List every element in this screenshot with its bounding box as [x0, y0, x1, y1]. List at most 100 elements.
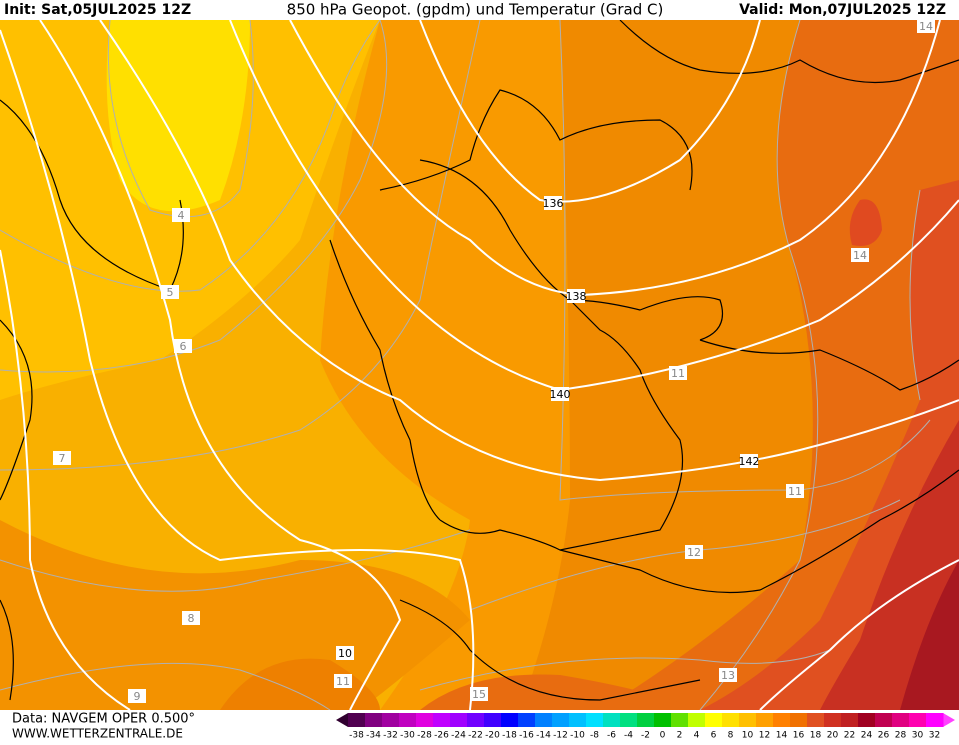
scale-swatch [416, 713, 434, 727]
temperature-label: 11 [336, 675, 350, 688]
data-source: Data: NAVGEM OPER 0.500° [12, 712, 195, 727]
scale-label: -20 [485, 731, 500, 741]
init-time: Init: Sat,05JUL2025 12Z [4, 2, 191, 18]
scale-swatch [705, 713, 723, 727]
scale-swatch [399, 713, 417, 727]
geopotential-label: 10 [338, 647, 352, 660]
scale-label: 28 [895, 731, 907, 741]
geopotential-label: 140 [550, 388, 571, 401]
scale-swatch [586, 713, 604, 727]
temperature-label: 7 [59, 452, 66, 465]
scale-swatch [654, 713, 672, 727]
scale-label: -28 [417, 731, 432, 741]
temperature-label-box [851, 248, 869, 262]
scale-label: -12 [553, 731, 568, 741]
geopotential-label-box [551, 387, 569, 401]
scale-swatch [756, 713, 774, 727]
scale-swatch [433, 713, 451, 727]
temperature-label: 12 [687, 546, 701, 559]
scale-label: 8 [728, 731, 734, 741]
temperature-label: 4 [178, 209, 185, 222]
scale-label: 24 [861, 731, 873, 741]
temperature-label-box [174, 339, 192, 353]
scale-swatch [501, 713, 519, 727]
scale-swatch [739, 713, 757, 727]
temperature-label: 11 [671, 367, 685, 380]
scale-label: 2 [677, 731, 683, 741]
scale-label: 30 [912, 731, 924, 741]
color-scale: -38 -34 -32 -30 -28 -26 -24 -22 -20 -18 -16 -14 -12-… [336, 713, 955, 741]
scale-swatch [382, 713, 400, 727]
temperature-label: 5 [167, 286, 174, 299]
temperature-label-box [182, 611, 200, 625]
scale-label: -10 [570, 731, 585, 741]
scale-swatch [467, 713, 485, 727]
temperature-label-box [470, 687, 488, 701]
scale-label: -14 [536, 731, 551, 741]
scale-swatch [688, 713, 706, 727]
scale-label: 6 [711, 731, 717, 741]
website: WWW.WETTERZENTRALE.DE [12, 727, 183, 741]
geopotential-label-box [567, 289, 585, 303]
scale-label: -22 [468, 731, 483, 741]
scale-swatch [773, 713, 791, 727]
geopotential-label-box [740, 454, 758, 468]
scale-label: -2 [641, 731, 650, 741]
temperature-label-box [161, 285, 179, 299]
scale-label: -30 [400, 731, 415, 741]
temperature-label: 8 [188, 612, 195, 625]
geopotential-label: 138 [566, 290, 587, 303]
scale-swatch [790, 713, 808, 727]
scale-swatch [671, 713, 689, 727]
geopotential-contours [0, 19, 959, 711]
scale-swatch [484, 713, 502, 727]
scale-label: 22 [844, 731, 855, 741]
temperature-label: 11 [788, 485, 802, 498]
temperature-label: 13 [721, 669, 735, 682]
scale-high-arrow [943, 713, 955, 727]
temperature-label-box [685, 545, 703, 559]
scale-label: -18 [502, 731, 517, 741]
scale-swatch [841, 713, 859, 727]
scale-label: -8 [590, 731, 599, 741]
scale-label: 20 [827, 731, 839, 741]
temperature-label: 14 [853, 249, 867, 262]
scale-swatch [365, 713, 383, 727]
scale-label: 32 [929, 731, 940, 741]
scale-swatch [875, 713, 893, 727]
geopotential-label: 136 [543, 197, 564, 210]
temperature-label-box [334, 674, 352, 688]
temperature-label: 6 [180, 340, 187, 353]
temperature-label-box [669, 366, 687, 380]
scale-swatch [858, 713, 876, 727]
scale-label: -16 [519, 731, 534, 741]
scale-swatch [637, 713, 655, 727]
temperature-label: 9 [134, 690, 141, 703]
geopotential-label: 142 [739, 455, 760, 468]
scale-swatch [348, 713, 366, 727]
scale-swatch [926, 713, 944, 727]
scale-swatch [892, 713, 910, 727]
temperature-label: 15 [472, 688, 486, 701]
scale-label: -4 [624, 731, 633, 741]
scale-label: 12 [759, 731, 770, 741]
temperature-label-box [786, 484, 804, 498]
scale-swatch [552, 713, 570, 727]
scale-swatch [824, 713, 842, 727]
scale-low-arrow [336, 713, 348, 727]
scale-swatch [620, 713, 638, 727]
map-title: 850 hPa Geopot. (gpdm) und Temperatur (G… [287, 1, 664, 19]
scale-label: -6 [607, 731, 616, 741]
scale-swatch [603, 713, 621, 727]
geopotential-label-box [544, 196, 562, 210]
contour-labels: 136 138 140 142 10 4 5 6 7 8 9 11 11 11 12 13 14 14 15 [53, 19, 935, 703]
scale-swatch [909, 713, 927, 727]
temperature-label-box [917, 19, 935, 33]
scale-label: 4 [694, 731, 700, 741]
geopotential-label-box [336, 646, 354, 660]
scale-label: -32 [383, 731, 398, 741]
scale-label: -34 [366, 731, 381, 741]
scale-swatch [722, 713, 740, 727]
scale-label: -24 [451, 731, 466, 741]
